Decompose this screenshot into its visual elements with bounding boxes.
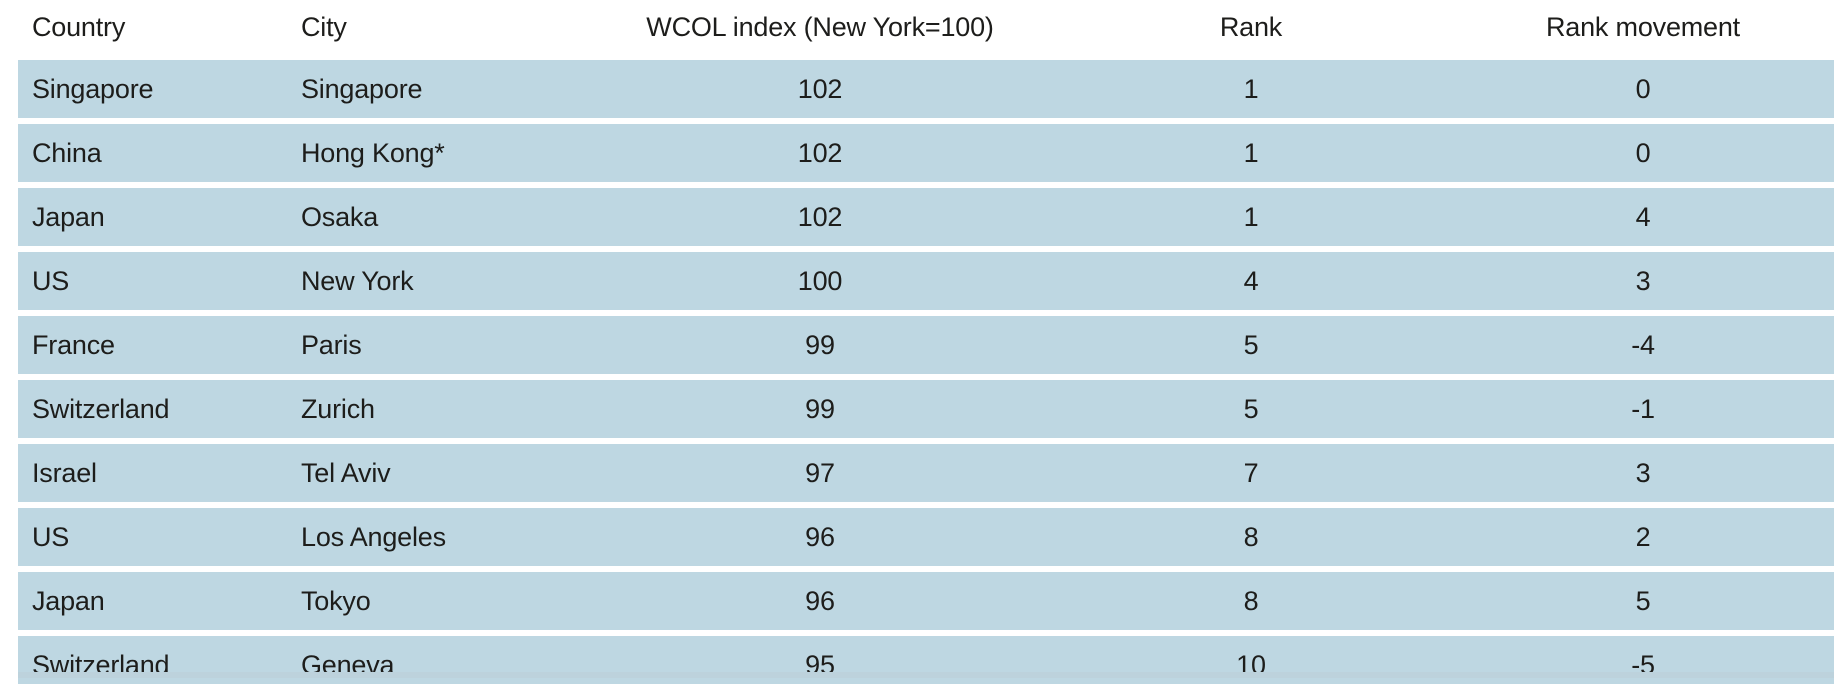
cell-country: Japan: [18, 188, 300, 246]
table-row: Israel Tel Aviv 97 7 3: [18, 444, 1834, 502]
cell-country: China: [18, 124, 300, 182]
col-header-country: Country: [18, 0, 300, 54]
cell-rank-movement: -4: [1452, 316, 1834, 374]
table-row: Japan Osaka 102 1 4: [18, 188, 1834, 246]
table-row: Singapore Singapore 102 1 0: [18, 60, 1834, 118]
cell-rank: 1: [1050, 60, 1452, 118]
col-header-rank-movement: Rank movement: [1452, 0, 1834, 54]
cell-rank-movement: -1: [1452, 380, 1834, 438]
cell-rank-movement: 4: [1452, 188, 1834, 246]
cell-city: Osaka: [300, 188, 590, 246]
cell-wcol-index: 97: [590, 444, 1050, 502]
cell-city: Los Angeles: [300, 508, 590, 566]
cell-wcol-index: 102: [590, 124, 1050, 182]
cell-country: France: [18, 316, 300, 374]
cell-country: Japan: [18, 572, 300, 630]
cell-city: New York: [300, 252, 590, 310]
cell-country: US: [18, 508, 300, 566]
cell-wcol-index: 100: [590, 252, 1050, 310]
cell-city: Zurich: [300, 380, 590, 438]
partial-row-strip: [18, 672, 1834, 678]
cell-city: Hong Kong*: [300, 124, 590, 182]
cell-wcol-index: 96: [590, 572, 1050, 630]
cell-city: Paris: [300, 316, 590, 374]
cell-wcol-index: 99: [590, 316, 1050, 374]
cell-city: Tel Aviv: [300, 444, 590, 502]
table-row: Japan Tokyo 96 8 5: [18, 572, 1834, 630]
cell-rank: 8: [1050, 508, 1452, 566]
cell-city: Singapore: [300, 60, 590, 118]
col-header-rank: Rank: [1050, 0, 1452, 54]
col-header-wcol-index: WCOL index (New York=100): [590, 0, 1050, 54]
table-row: US New York 100 4 3: [18, 252, 1834, 310]
cell-country: Israel: [18, 444, 300, 502]
col-header-city: City: [300, 0, 590, 54]
table-row: France Paris 99 5 -4: [18, 316, 1834, 374]
cell-rank: 7: [1050, 444, 1452, 502]
cell-rank: 5: [1050, 380, 1452, 438]
cell-rank-movement: 3: [1452, 252, 1834, 310]
cell-rank: 8: [1050, 572, 1452, 630]
cell-rank: 4: [1050, 252, 1452, 310]
cell-country: Singapore: [18, 60, 300, 118]
cell-rank: 5: [1050, 316, 1452, 374]
cell-rank-movement: 0: [1452, 60, 1834, 118]
cell-wcol-index: 99: [590, 380, 1050, 438]
cell-country: Switzerland: [18, 380, 300, 438]
cell-wcol-index: 102: [590, 60, 1050, 118]
cell-rank-movement: 0: [1452, 124, 1834, 182]
wcol-ranking-table: Country City WCOL index (New York=100) R…: [18, 0, 1834, 684]
cell-city: Tokyo: [300, 572, 590, 630]
table-row: China Hong Kong* 102 1 0: [18, 124, 1834, 182]
cell-country: US: [18, 252, 300, 310]
cell-rank-movement: 2: [1452, 508, 1834, 566]
cell-rank: 1: [1050, 124, 1452, 182]
table-row: US Los Angeles 96 8 2: [18, 508, 1834, 566]
cell-wcol-index: 102: [590, 188, 1050, 246]
table-row: Switzerland Zurich 99 5 -1: [18, 380, 1834, 438]
header-row: Country City WCOL index (New York=100) R…: [18, 0, 1834, 54]
cell-wcol-index: 96: [590, 508, 1050, 566]
cell-rank-movement: 3: [1452, 444, 1834, 502]
cell-rank-movement: 5: [1452, 572, 1834, 630]
cell-rank: 1: [1050, 188, 1452, 246]
